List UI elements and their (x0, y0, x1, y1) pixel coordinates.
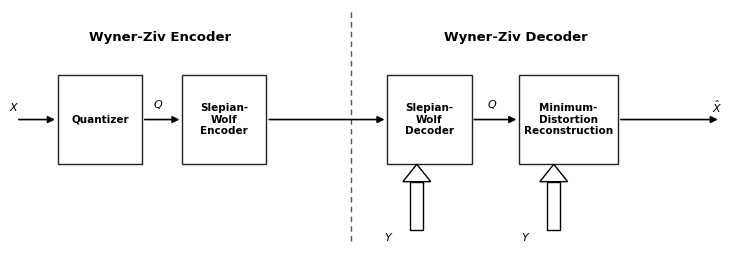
Bar (182, 75, 266, 164)
Text: Wyner-Ziv Encoder: Wyner-Ziv Encoder (89, 31, 231, 44)
Bar (519, 75, 618, 164)
Text: $Q$: $Q$ (486, 98, 497, 111)
Text: $\hat{X}$: $\hat{X}$ (711, 99, 722, 115)
Text: $Q$: $Q$ (154, 98, 164, 111)
Polygon shape (539, 164, 568, 182)
Text: $Y$: $Y$ (384, 231, 393, 243)
Bar (387, 75, 472, 164)
Text: Slepian-
Wolf
Encoder: Slepian- Wolf Encoder (200, 103, 249, 136)
Text: Minimum-
Distortion
Reconstruction: Minimum- Distortion Reconstruction (524, 103, 613, 136)
Bar (410, 182, 424, 230)
Text: $Y$: $Y$ (521, 231, 531, 243)
Bar (58, 75, 142, 164)
Text: $X$: $X$ (9, 101, 19, 113)
Text: Quantizer: Quantizer (71, 115, 128, 124)
Bar (547, 182, 560, 230)
Text: Wyner-Ziv Decoder: Wyner-Ziv Decoder (444, 31, 587, 44)
Text: Slepian-
Wolf
Decoder: Slepian- Wolf Decoder (405, 103, 454, 136)
Polygon shape (403, 164, 431, 182)
